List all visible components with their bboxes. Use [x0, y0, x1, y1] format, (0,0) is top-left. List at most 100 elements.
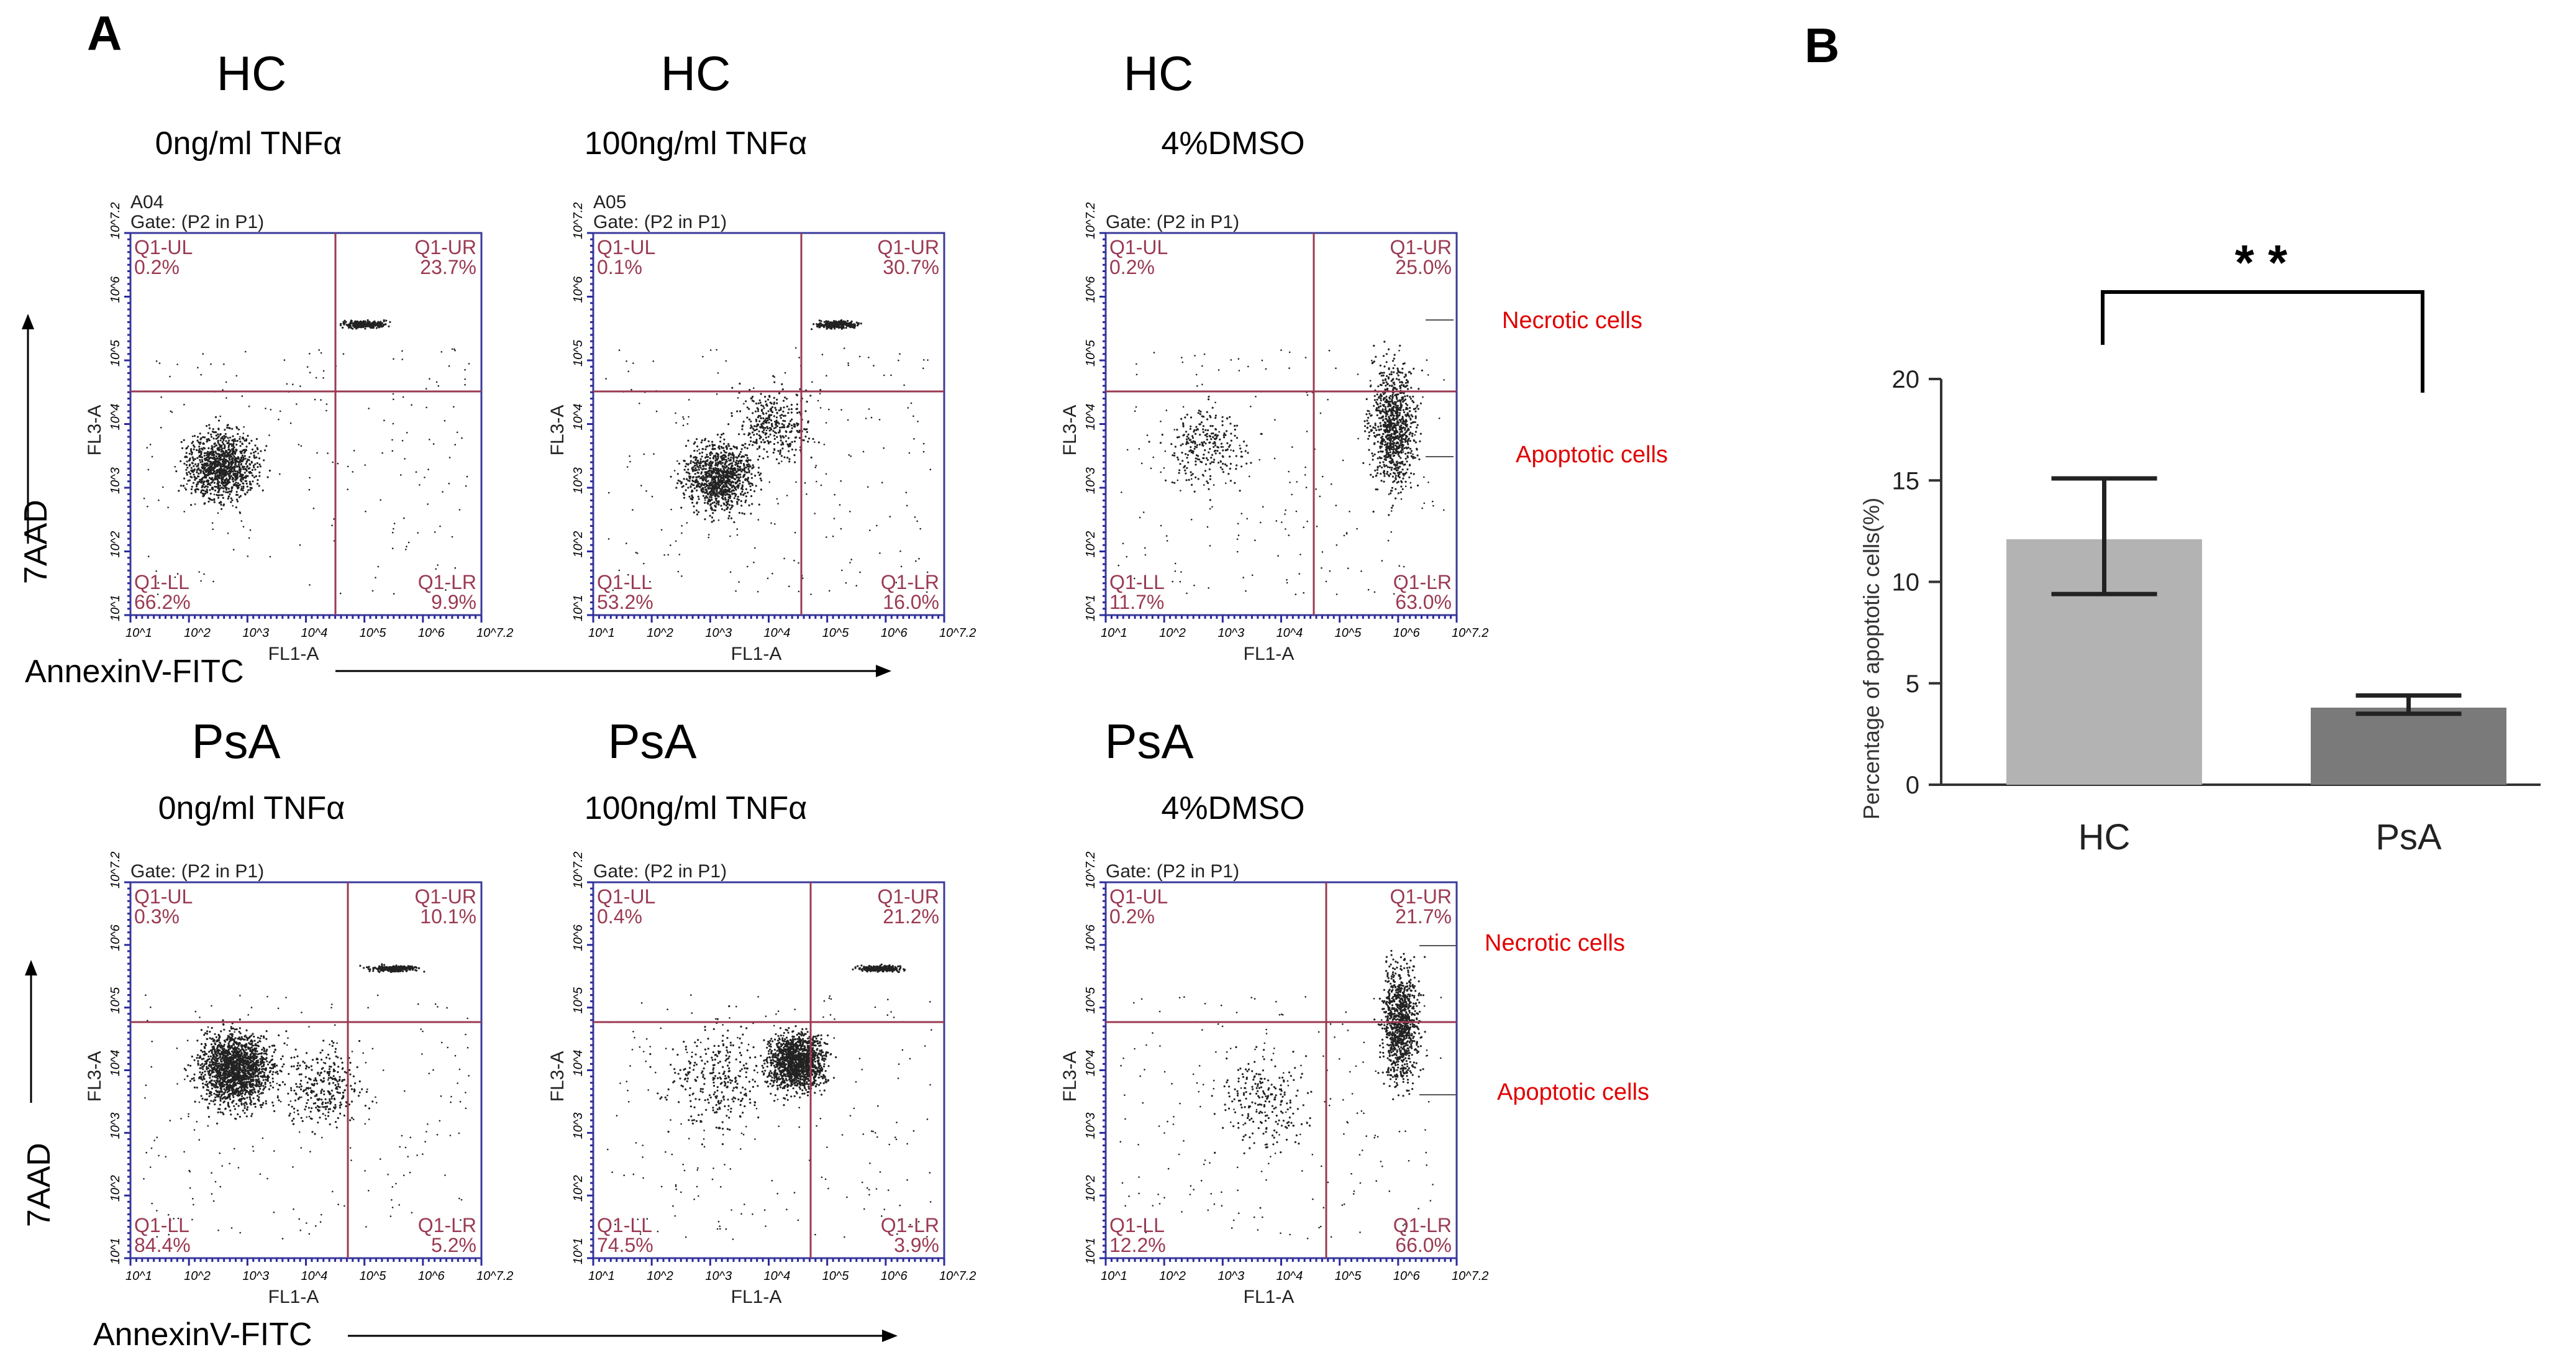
y-axis-label-top: 7AAD: [18, 500, 54, 584]
y-tick-label: 10^2: [1084, 531, 1098, 558]
y-tick-label: 10^5: [109, 339, 122, 367]
axis-ticks: [587, 881, 945, 1266]
x-tick-label: 10^1: [588, 1269, 615, 1283]
y-tick-label: 10^3: [1084, 1113, 1098, 1139]
x-tick-label: 10^4: [1277, 1269, 1303, 1283]
flow-y-axis-name: FL3-A: [547, 1051, 568, 1102]
q-ll-value: 66.2%: [134, 591, 191, 613]
annotations-bottom: Necrotic cells Apoptotic cells: [1419, 930, 1649, 1105]
y-tick-label: 10^1: [1084, 1238, 1098, 1264]
x-axis-label-bottom: AnnexinV-FITC: [93, 1317, 312, 1353]
y-tick-label: 10^4: [1084, 1050, 1098, 1077]
y-axis-arrow-bottom: 7AAD: [21, 960, 57, 1227]
y-tick-label: 10^3: [571, 1113, 585, 1139]
y-tick-label: 10^4: [109, 404, 122, 431]
q-ur-name: Q1-UR: [414, 885, 476, 908]
y-tick-label: 10^3: [109, 467, 122, 494]
q-ll-value: 53.2%: [597, 591, 653, 613]
y-tick-label: 10^3: [1084, 467, 1098, 494]
axis-ticks: [124, 232, 483, 623]
bar-category-label: HC: [2078, 817, 2131, 857]
condition-title: 100ng/ml TNFα: [585, 126, 808, 162]
x-tick-label: 10^4: [301, 626, 328, 640]
axis-ticks: [1099, 881, 1458, 1266]
q-lr-name: Q1-LR: [1393, 571, 1452, 593]
q-ul-name: Q1-UL: [597, 236, 655, 258]
y-tick-label: 10^4: [571, 404, 585, 431]
x-tick-label: 10^7.2: [476, 1269, 513, 1283]
scatter-events: [143, 319, 470, 595]
bar-psa: [2311, 707, 2506, 785]
q-ur-value: 23.7%: [420, 256, 476, 278]
y-tick-label: 10^3: [571, 467, 585, 494]
flow-panel-6: PsA 4%DMSO Gate: (P2 in P1) 10^110^1 10^2 10^…: [1060, 714, 1488, 1307]
necrotic-label-top: Necrotic cells: [1502, 308, 1642, 334]
group-title: HC: [217, 46, 287, 101]
x-tick-label: 10^5: [1335, 626, 1362, 640]
x-tick-label: 10^1: [125, 1269, 152, 1283]
y-tick-label: 10^7.2: [571, 203, 585, 239]
plot-frame: [1104, 881, 1458, 1259]
group-title: HC: [1124, 46, 1194, 101]
q-ll-name: Q1-LL: [597, 571, 652, 593]
y-tick-label: 10: [1892, 569, 1920, 596]
scatter-events: [607, 963, 932, 1240]
q-ul-value: 0.2%: [134, 256, 180, 278]
gate-label: Gate: (P2 in P1): [130, 861, 264, 882]
y-tick-label: 10^2: [1084, 1175, 1098, 1202]
y-tick-label: 10^3: [109, 1113, 122, 1139]
y-tick-label: 15: [1892, 467, 1920, 495]
apoptotic-label-top: Apoptotic cells: [1516, 442, 1668, 468]
x-tick-label: 10^5: [822, 626, 850, 640]
x-tick-label: 10^2: [1159, 626, 1186, 640]
y-tick-label: 10^6: [571, 924, 585, 951]
x-tick-label: 10^6: [1393, 626, 1421, 640]
significance-stars: * *: [2235, 235, 2288, 290]
y-tick-label: 10^6: [109, 276, 122, 303]
x-tick-label: 10^5: [360, 1269, 387, 1283]
error-bar-psa: [2355, 693, 2462, 716]
annotations-top: Necrotic cells Apoptotic cells: [1426, 308, 1668, 468]
necrotic-label-bottom: Necrotic cells: [1485, 930, 1625, 956]
y-tick-label: 20: [1892, 366, 1920, 393]
panel-label-a: A: [87, 6, 122, 60]
y-tick-label: 10^4: [109, 1050, 122, 1077]
q-ur-value: 25.0%: [1395, 256, 1452, 278]
flow-x-axis-name: FL1-A: [268, 644, 319, 664]
q-ul-name: Q1-UL: [1109, 236, 1168, 258]
q-ur-name: Q1-UR: [877, 236, 939, 258]
x-tick-label: 10^3: [705, 1269, 732, 1283]
q-ul-value: 0.2%: [1109, 905, 1155, 928]
x-tick-label: 10^6: [1393, 1269, 1421, 1283]
q-ll-name: Q1-LL: [134, 1214, 189, 1236]
y-tick-label: 10^6: [571, 276, 585, 303]
gate-label: Gate: (P2 in P1): [1106, 212, 1239, 232]
q-ur-name: Q1-UR: [1390, 236, 1452, 258]
flow-panel-4: PsA 0ng/ml TNFα Gate: (P2 in P1) 10^110^1 10…: [84, 714, 513, 1307]
group-title: PsA: [1104, 714, 1193, 769]
flow-y-axis-name: FL3-A: [1060, 1051, 1080, 1102]
x-tick-label: 10^5: [1335, 1269, 1362, 1283]
y-tick-label: 10^7.2: [1084, 203, 1098, 239]
y-tick-label: 0: [1906, 772, 1919, 799]
panel-label-b: B: [1805, 18, 1839, 73]
q-ur-value: 10.1%: [420, 905, 476, 928]
flow-y-axis-name: FL3-A: [84, 1051, 105, 1102]
q-lr-value: 16.0%: [883, 591, 939, 613]
x-tick-label: 10^3: [242, 626, 269, 640]
gate-label: Gate: (P2 in P1): [593, 212, 727, 232]
x-tick-label: 10^3: [705, 626, 732, 640]
q-ur-name: Q1-UR: [414, 236, 476, 258]
y-axis-arrow-top: 7AAD: [18, 314, 54, 584]
q-lr-name: Q1-LR: [881, 571, 939, 593]
y-tick-label: 10^6: [109, 924, 122, 951]
q-ll-value: 12.2%: [1109, 1234, 1166, 1256]
x-tick-label: 10^3: [242, 1269, 269, 1283]
x-tick-label: 10^6: [881, 1269, 908, 1283]
x-axis-arrow-top: AnnexinV-FITC: [25, 654, 891, 690]
q-ur-value: 21.7%: [1395, 905, 1452, 928]
y-tick-label: 10^7.2: [109, 852, 122, 888]
